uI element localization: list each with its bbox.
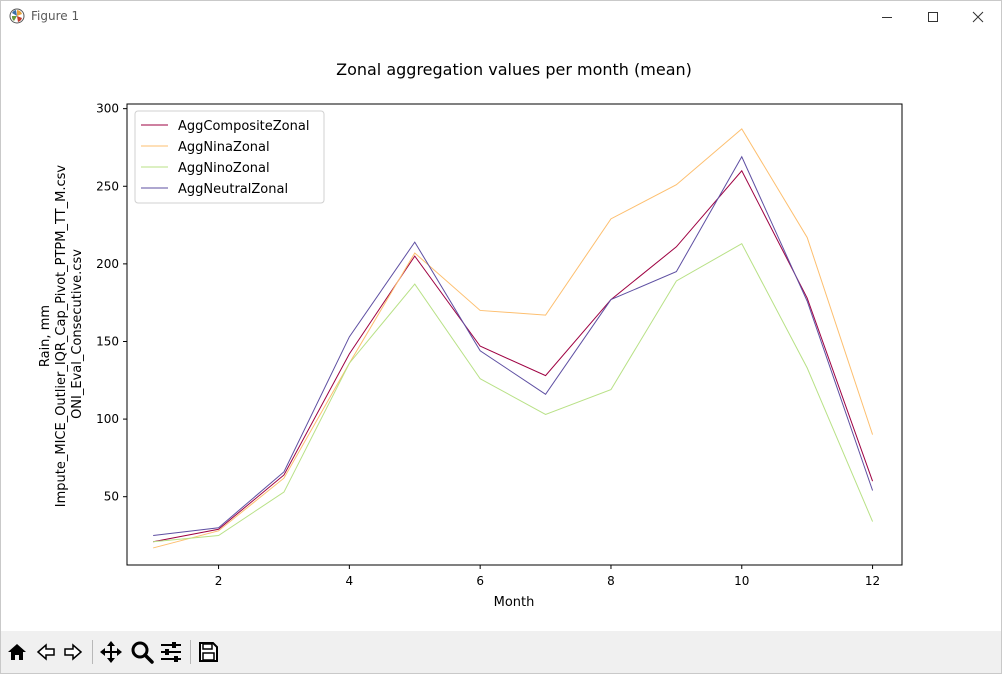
figure-canvas[interactable]: Zonal aggregation values per month (mean… [1,32,1001,631]
minimize-icon [882,16,892,18]
maximize-icon [928,11,938,22]
pan-button[interactable] [98,639,124,665]
legend-label: AggNinoZonal [178,161,270,176]
series-line-AggNeutralZonal [153,155,874,537]
toolbar-separator [92,640,93,664]
y-axis-label-line-2: Impute_MICE_Outlier_IQR_Cap_Pivot_PTPM_T… [54,165,69,508]
configure-subplots-button[interactable] [158,639,184,665]
x-axis-label: Month [494,595,535,610]
legend-label: AggCompositeZonal [178,119,309,134]
chart-title: Zonal aggregation values per month (mean… [336,60,692,79]
y-tick-label: 150 [96,334,119,348]
zoom-icon [131,641,154,664]
back-arrow-icon [36,643,55,661]
legend-label: AggNeutralZonal [178,182,288,197]
plot-area-frame [126,103,903,566]
x-tick-label: 2 [215,574,223,588]
save-button[interactable] [195,639,221,665]
series-line-AggCompositeZonal [153,169,874,543]
back-button[interactable] [33,639,59,665]
save-icon [199,642,218,662]
line-chart: Zonal aggregation values per month (mean… [38,60,903,610]
matplotlib-app-icon [9,8,25,24]
navigation-toolbar [1,631,1001,673]
title-bar[interactable]: Figure 1 [1,1,1001,32]
legend-label: AggNinaZonal [178,140,270,155]
y-tick-label: 200 [96,257,119,271]
close-button[interactable] [955,1,1001,32]
y-axis-label: Rain, mm Impute_MICE_Outlier_IQR_Cap_Piv… [38,161,85,507]
x-tick-label: 10 [734,574,749,588]
x-tick-label: 12 [865,574,880,588]
series-line-AggNinaZonal [153,128,874,549]
legend-box [134,110,325,204]
window-title: Figure 1 [31,9,80,23]
pan-icon [100,641,122,663]
x-tick-label: 6 [476,574,484,588]
y-tick-label: 300 [96,102,119,116]
home-button[interactable] [4,639,30,665]
y-tick-label: 50 [104,490,119,504]
y-tick-label: 250 [96,179,119,193]
minimize-button[interactable] [864,1,910,32]
y-axis-label-line-3: ONI_Eval_Consecutive.csv [70,249,85,419]
maximize-button[interactable] [910,1,956,32]
forward-button[interactable] [60,639,86,665]
configure-subplots-icon [161,642,181,662]
forward-arrow-icon [64,643,83,661]
y-tick-label: 100 [96,412,119,426]
y-axis-label-line-1: Rain, mm [38,305,53,367]
close-icon [972,11,984,22]
zoom-button[interactable] [129,639,155,665]
x-tick-label: 8 [607,574,615,588]
x-tick-label: 4 [346,574,354,588]
toolbar-separator [190,640,191,664]
series-line-AggNinoZonal [153,243,874,543]
home-icon [8,644,26,660]
